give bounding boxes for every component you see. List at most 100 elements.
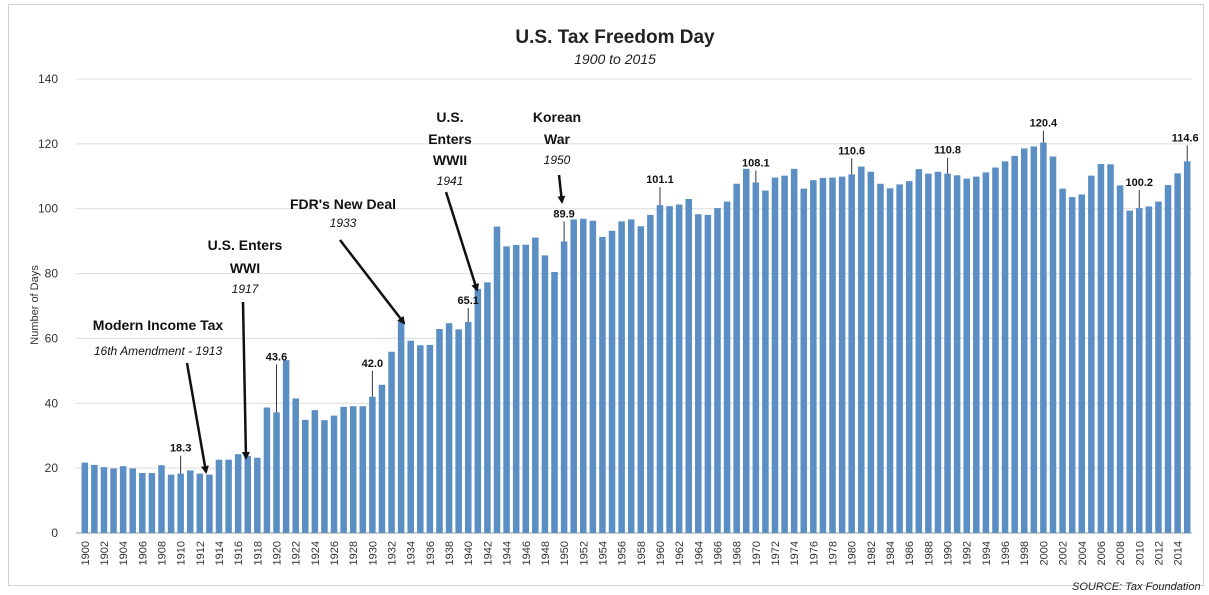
event-arrow-1917	[241, 301, 250, 460]
bar-1957	[627, 219, 635, 533]
bar-1939	[455, 329, 462, 533]
x-tick-label: 1944	[502, 541, 514, 565]
x-tick-label: 2000	[1038, 541, 1050, 565]
bar-1986	[905, 181, 913, 533]
bar-1911	[186, 470, 194, 533]
bar-1926	[330, 415, 338, 533]
bar-1994	[982, 172, 990, 533]
bar-1996	[1001, 161, 1009, 533]
bar-1975	[800, 188, 808, 533]
x-tick-label: 1958	[636, 541, 648, 565]
x-tick-label: 2006	[1096, 541, 1108, 565]
value-label-2000: 120.4	[1030, 118, 1058, 130]
bar-1978	[829, 177, 836, 533]
event-title-1950: War	[544, 131, 570, 147]
bar-1917	[244, 455, 252, 533]
bar-1949	[551, 271, 558, 533]
x-tick-label: 1934	[406, 541, 418, 565]
bar-1977	[819, 177, 827, 533]
bar-1964	[695, 214, 702, 533]
bar-1983	[877, 183, 884, 533]
event-arrow-1950	[557, 174, 566, 204]
bar-1942	[484, 282, 491, 533]
bar-1951	[570, 219, 577, 533]
x-tick-label: 1996	[1000, 541, 1012, 565]
value-label-1990: 110.8	[934, 145, 961, 157]
bar-1948	[541, 255, 549, 533]
x-tick-label: 1984	[885, 541, 897, 565]
x-tick-label: 1924	[310, 541, 322, 565]
bar-1968	[733, 183, 740, 533]
value-label-1920: 43.6	[266, 351, 287, 363]
bar-1970	[752, 182, 760, 533]
bar-1990	[944, 173, 951, 534]
bar-1966	[714, 208, 721, 533]
bar-1909	[167, 474, 175, 533]
bar-1912	[196, 473, 204, 533]
x-tick-label: 1930	[367, 541, 379, 565]
bar-1931	[378, 384, 386, 533]
bar-1954	[599, 236, 606, 534]
y-tick-label: 100	[38, 202, 58, 216]
bar-1999	[1030, 146, 1038, 534]
bar-1979	[838, 176, 846, 534]
y-axis: 0 20 40 60 80 100 120 140	[38, 72, 58, 540]
event-subtitle-1933: 1933	[330, 216, 357, 230]
x-tick-label: 1900	[80, 541, 92, 565]
x-tick-label: 1940	[463, 541, 475, 565]
bar-1932	[388, 351, 395, 533]
bar-1916	[234, 454, 242, 533]
x-tick-label: 2004	[1077, 541, 1089, 565]
x-tick-label: 2014	[1173, 541, 1185, 565]
x-tick-label: 1982	[866, 541, 878, 565]
event-arrow-1933	[339, 239, 406, 325]
chart-subtitle: 1900 to 2015	[574, 51, 656, 67]
bar-1940	[464, 321, 472, 533]
bar-1969	[742, 168, 750, 533]
x-tick-label: 1916	[233, 541, 245, 565]
x-tick-label: 1948	[540, 541, 552, 565]
event-title-1917: WWI	[230, 260, 260, 276]
x-tick-label: 1922	[291, 541, 303, 565]
bar-1903	[110, 468, 117, 533]
x-tick-label: 1974	[789, 541, 801, 565]
y-tick-label: 20	[45, 461, 59, 475]
bar-2013	[1164, 185, 1172, 533]
bar-1927	[340, 406, 347, 533]
bar-1997	[1011, 155, 1018, 533]
y-tick-label: 0	[51, 526, 58, 540]
value-label-2010: 100.2	[1126, 177, 1154, 189]
x-tick-label: 1918	[252, 541, 264, 565]
bar-1921	[282, 360, 290, 533]
bar-2010	[1136, 208, 1143, 533]
bar-1993	[973, 176, 980, 534]
bar-1904	[119, 466, 127, 533]
bar-2011	[1145, 206, 1153, 534]
bar-1973	[781, 175, 788, 533]
bar-1981	[858, 166, 865, 534]
source-note: SOURCE: Tax Foundation	[1072, 581, 1201, 593]
bar-2015	[1183, 161, 1191, 533]
bar-1988	[925, 173, 932, 534]
x-tick-label: 1942	[482, 541, 494, 565]
event-annotations: Modern Income Tax 16th Amendment - 1913 U.…	[93, 109, 581, 474]
y-tick-label: 60	[45, 331, 59, 345]
event-title-1941: U.S.	[436, 109, 463, 125]
x-tick-label: 1906	[137, 541, 149, 565]
bars	[81, 142, 1191, 534]
x-tick-label: 2002	[1058, 541, 1070, 565]
bar-1991	[953, 175, 961, 533]
bar-1908	[158, 465, 165, 533]
bar-1995	[992, 167, 999, 533]
bar-1944	[503, 246, 510, 533]
value-labels: 18.3 43.6 42.0 65.1 89.9 101.1 108.1 110.6 110.8…	[170, 118, 1199, 474]
bar-1959	[647, 214, 654, 533]
chart-title: U.S. Tax Freedom Day	[515, 27, 715, 48]
bar-1901	[91, 464, 98, 533]
x-tick-label: 1988	[923, 541, 935, 565]
bar-1941	[474, 288, 482, 533]
value-label-2015: 114.6	[1172, 132, 1199, 144]
y-tick-label: 140	[38, 72, 58, 86]
y-axis-label: Number of Days	[29, 265, 41, 345]
bar-1934	[407, 340, 414, 533]
